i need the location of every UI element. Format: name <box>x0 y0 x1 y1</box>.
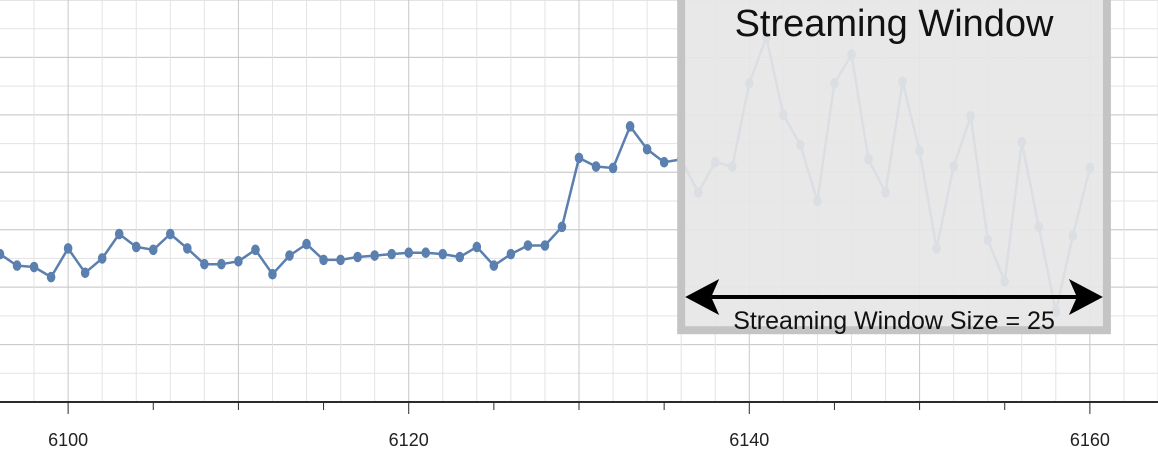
data-point <box>472 241 482 253</box>
data-point <box>12 260 22 271</box>
data-point <box>302 238 311 250</box>
data-point <box>438 248 448 260</box>
data-point <box>642 144 652 155</box>
x-tick-label: 6100 <box>48 430 88 450</box>
data-point <box>370 250 379 261</box>
data-point <box>574 152 584 164</box>
data-point <box>387 248 396 260</box>
data-point <box>336 254 345 266</box>
x-tick-label: 6120 <box>389 430 429 450</box>
data-point <box>131 241 141 253</box>
data-point <box>114 228 124 240</box>
data-point <box>97 253 107 264</box>
data-point <box>234 255 243 267</box>
data-point <box>148 244 158 256</box>
data-point <box>0 248 5 260</box>
data-point <box>608 162 618 174</box>
data-point <box>251 244 260 256</box>
streaming-window-box <box>677 0 1111 335</box>
data-point <box>523 240 533 251</box>
data-point <box>489 260 499 271</box>
data-point <box>165 228 175 240</box>
data-point <box>625 121 635 132</box>
data-point <box>404 247 414 258</box>
x-axis: 6100 6120 6140 6160 <box>0 401 1158 450</box>
data-point <box>200 258 209 270</box>
data-point <box>285 250 294 261</box>
data-point <box>591 161 601 172</box>
data-point <box>506 248 516 260</box>
data-point <box>455 251 465 263</box>
data-point <box>353 251 362 263</box>
data-point <box>63 243 73 254</box>
data-point <box>557 221 567 233</box>
data-point <box>268 268 277 280</box>
streaming-window-title: Streaming Window <box>735 3 1054 45</box>
streaming-window-size-label: Streaming Window Size = 25 <box>733 307 1055 335</box>
data-point <box>659 156 669 168</box>
data-point <box>217 258 226 270</box>
x-tick-label: 6160 <box>1070 430 1110 450</box>
arrow-left-head-icon <box>685 279 720 315</box>
data-point <box>540 240 550 251</box>
data-point <box>319 254 328 266</box>
data-point <box>421 247 431 258</box>
data-point <box>183 243 192 254</box>
data-point <box>46 271 56 283</box>
x-tick-label: 6140 <box>729 430 769 450</box>
data-point <box>29 261 39 273</box>
arrow-right-head-icon <box>1068 279 1103 315</box>
streaming-window: Streaming Window Streaming Window Size = … <box>677 0 1111 335</box>
data-point <box>80 267 90 279</box>
